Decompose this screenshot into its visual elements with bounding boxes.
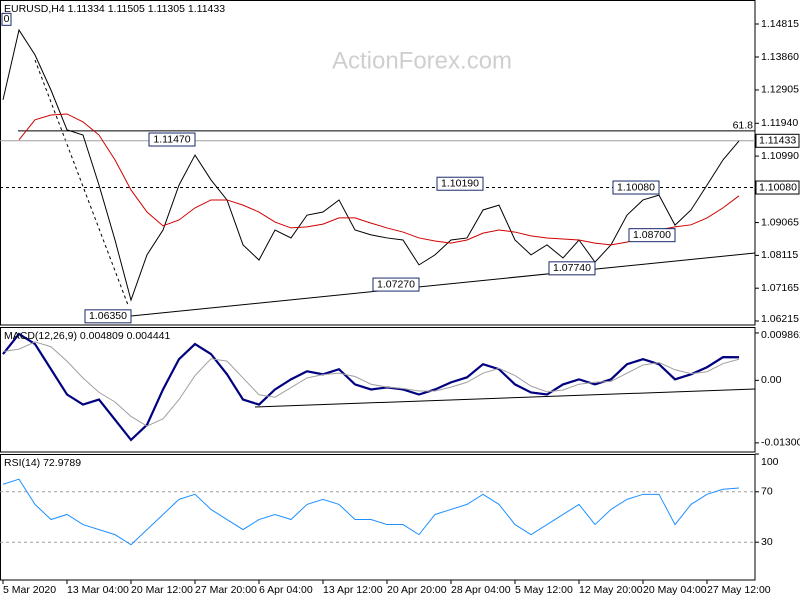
x-tick-label: 20 Apr 20:00: [387, 584, 447, 596]
last-price-box: [755, 133, 800, 148]
panel-title: RSI(14) 72.9789: [4, 457, 81, 469]
panel-title: MACD(12,26,9) 0.004809 0.004441: [4, 330, 171, 342]
x-tick-label: 27 May 12:00: [707, 584, 771, 596]
y-tick-label: 1.06215: [761, 313, 799, 325]
macd-panel: [0, 327, 756, 453]
x-tick-label: 13 Apr 12:00: [323, 584, 383, 596]
watermark: ActionForex.com: [332, 47, 512, 74]
swing-label: 1.07740: [553, 262, 591, 274]
swing-label: 1.07270: [377, 278, 415, 290]
fib-label: 61.8: [733, 120, 754, 132]
swing-label: 1.11470: [153, 133, 190, 145]
y-tick-label: 30: [761, 536, 773, 548]
level-box: [755, 180, 800, 195]
x-tick-label: 27 Mar 20:00: [195, 584, 257, 596]
y-tick-label: 100: [761, 456, 779, 468]
y-tick-label: 1.08115: [761, 249, 798, 261]
last-price-label: 1.11433: [759, 135, 796, 147]
fib-label: 0: [4, 13, 10, 25]
y-tick-label: 0.009862: [761, 329, 800, 341]
x-tick-label: 20 May 04:00: [643, 584, 707, 596]
swing-label: 1.10190: [441, 178, 479, 190]
y-tick-label: 1.13860: [761, 51, 799, 63]
swing-box: [628, 228, 676, 243]
x-tick-label: 6 Apr 04:00: [259, 584, 313, 596]
y-tick-label: 1.07165: [761, 282, 799, 294]
macd-line: [2, 341, 740, 427]
x-tick-label: 5 May 12:00: [515, 584, 573, 596]
y-tick-label: 70: [761, 486, 773, 498]
level-label: 1.10080: [759, 181, 797, 193]
swing-label: 1.06350: [89, 310, 127, 322]
rsi-panel: [0, 454, 756, 581]
x-tick-label: 5 Mar 2020: [3, 584, 56, 596]
swing-box: [436, 176, 484, 191]
y-tick-label: -0.013002: [761, 437, 800, 449]
swing-label: 1.08700: [633, 229, 671, 241]
price-line: [18, 113, 740, 246]
price-panel: [0, 0, 756, 326]
x-tick-label: 20 Mar 12:00: [131, 584, 193, 596]
swing-box: [148, 132, 196, 147]
y-tick-label: 1.10990: [761, 150, 799, 162]
fib-line: [34, 59, 129, 306]
x-tick-label: 28 Apr 04:00: [451, 584, 511, 596]
macd-trend-line: [254, 388, 756, 408]
swing-box: [548, 261, 596, 276]
swing-box: [372, 277, 420, 292]
macd-line: [2, 332, 740, 442]
y-tick-label: 1.12905: [761, 84, 799, 96]
y-tick-label: 1.14815: [761, 18, 799, 30]
fib-box: [1, 12, 12, 26]
price-line: [2, 28, 740, 302]
swing-label: 1.10080: [617, 181, 655, 193]
y-tick-label: 1.11940: [761, 117, 798, 129]
y-tick-label: 0.00: [761, 374, 782, 386]
x-tick-label: 12 May 20:00: [579, 584, 643, 596]
trend-line: [130, 252, 756, 317]
swing-box: [612, 180, 660, 195]
y-tick-label: 1.09065: [761, 216, 799, 228]
rsi-line: [2, 478, 740, 546]
x-tick-label: 13 Mar 04:00: [67, 584, 129, 596]
swing-box: [84, 309, 132, 324]
panel-title: EURUSD,H4 1.11334 1.11505 1.11305 1.1143…: [4, 3, 225, 15]
